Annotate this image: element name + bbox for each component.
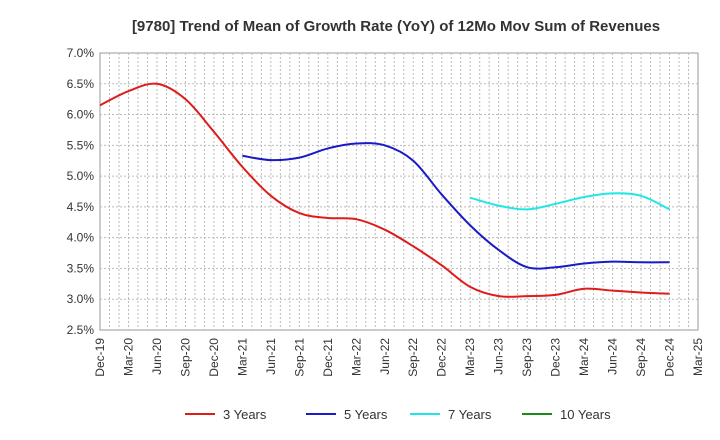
x-tick-label: Mar-25 [691,338,705,376]
x-tick-label: Dec-19 [93,338,107,377]
x-tick-label: Jun-23 [492,338,506,375]
y-axis: 2.5% 3.0% 3.5% 4.0% 4.5% 5.0% 5.5% 6.0% 6.5% 7.0% [67,46,95,337]
legend-label-3-years: 3 Years [223,407,267,422]
chart-title: [9780] Trend of Mean of Growth Rate (YoY… [132,18,660,35]
series-line-3-years [99,82,670,298]
x-tick-label: Dec-23 [549,338,563,377]
series-line-5-years [242,142,670,270]
series-lines [99,82,670,298]
y-tick-label: 4.0% [67,231,95,245]
x-tick-label: Sep-21 [292,338,306,377]
y-tick-label: 3.5% [67,261,95,275]
x-tick-label: Mar-20 [121,338,135,376]
x-tick-label: Jun-20 [150,338,164,375]
y-tick-label: 7.0% [67,46,95,60]
x-tick-label: Mar-22 [349,338,363,376]
x-tick-label: Dec-20 [207,338,221,377]
x-tick-label: Sep-24 [634,338,648,377]
x-tick-label: Mar-23 [463,338,477,376]
x-tick-label: Sep-23 [520,338,534,377]
x-tick-label: Mar-24 [577,338,591,376]
legend-label-5-years: 5 Years [344,407,388,422]
x-tick-label: Jun-21 [264,338,278,375]
y-tick-label: 6.5% [67,77,95,91]
legend-label-7-years: 7 Years [448,407,492,422]
x-tick-label: Dec-24 [663,338,677,377]
x-tick-label: Sep-20 [178,338,192,377]
x-tick-label: Jun-24 [606,338,620,375]
y-tick-label: 2.5% [67,323,95,337]
x-tick-label: Jun-22 [378,338,392,375]
y-tick-label: 6.0% [67,108,95,122]
plot-area [99,52,699,331]
y-tick-label: 5.5% [67,138,95,152]
x-axis: Dec-19 Mar-20 Jun-20 Sep-20 Dec-20 Mar-21 Jun-… [93,338,705,377]
legend-label-10-years: 10 Years [560,407,611,422]
series-line-7-years [469,192,670,211]
x-tick-label: Dec-21 [321,338,335,377]
y-tick-label: 4.5% [67,200,95,214]
x-tick-label: Mar-21 [235,338,249,376]
y-tick-label: 3.0% [67,292,95,306]
legend: 3 Years 5 Years 7 Years 10 Years [185,407,611,422]
x-tick-label: Dec-22 [435,338,449,377]
x-tick-label: Sep-22 [406,338,420,377]
y-tick-label: 5.0% [67,169,95,183]
